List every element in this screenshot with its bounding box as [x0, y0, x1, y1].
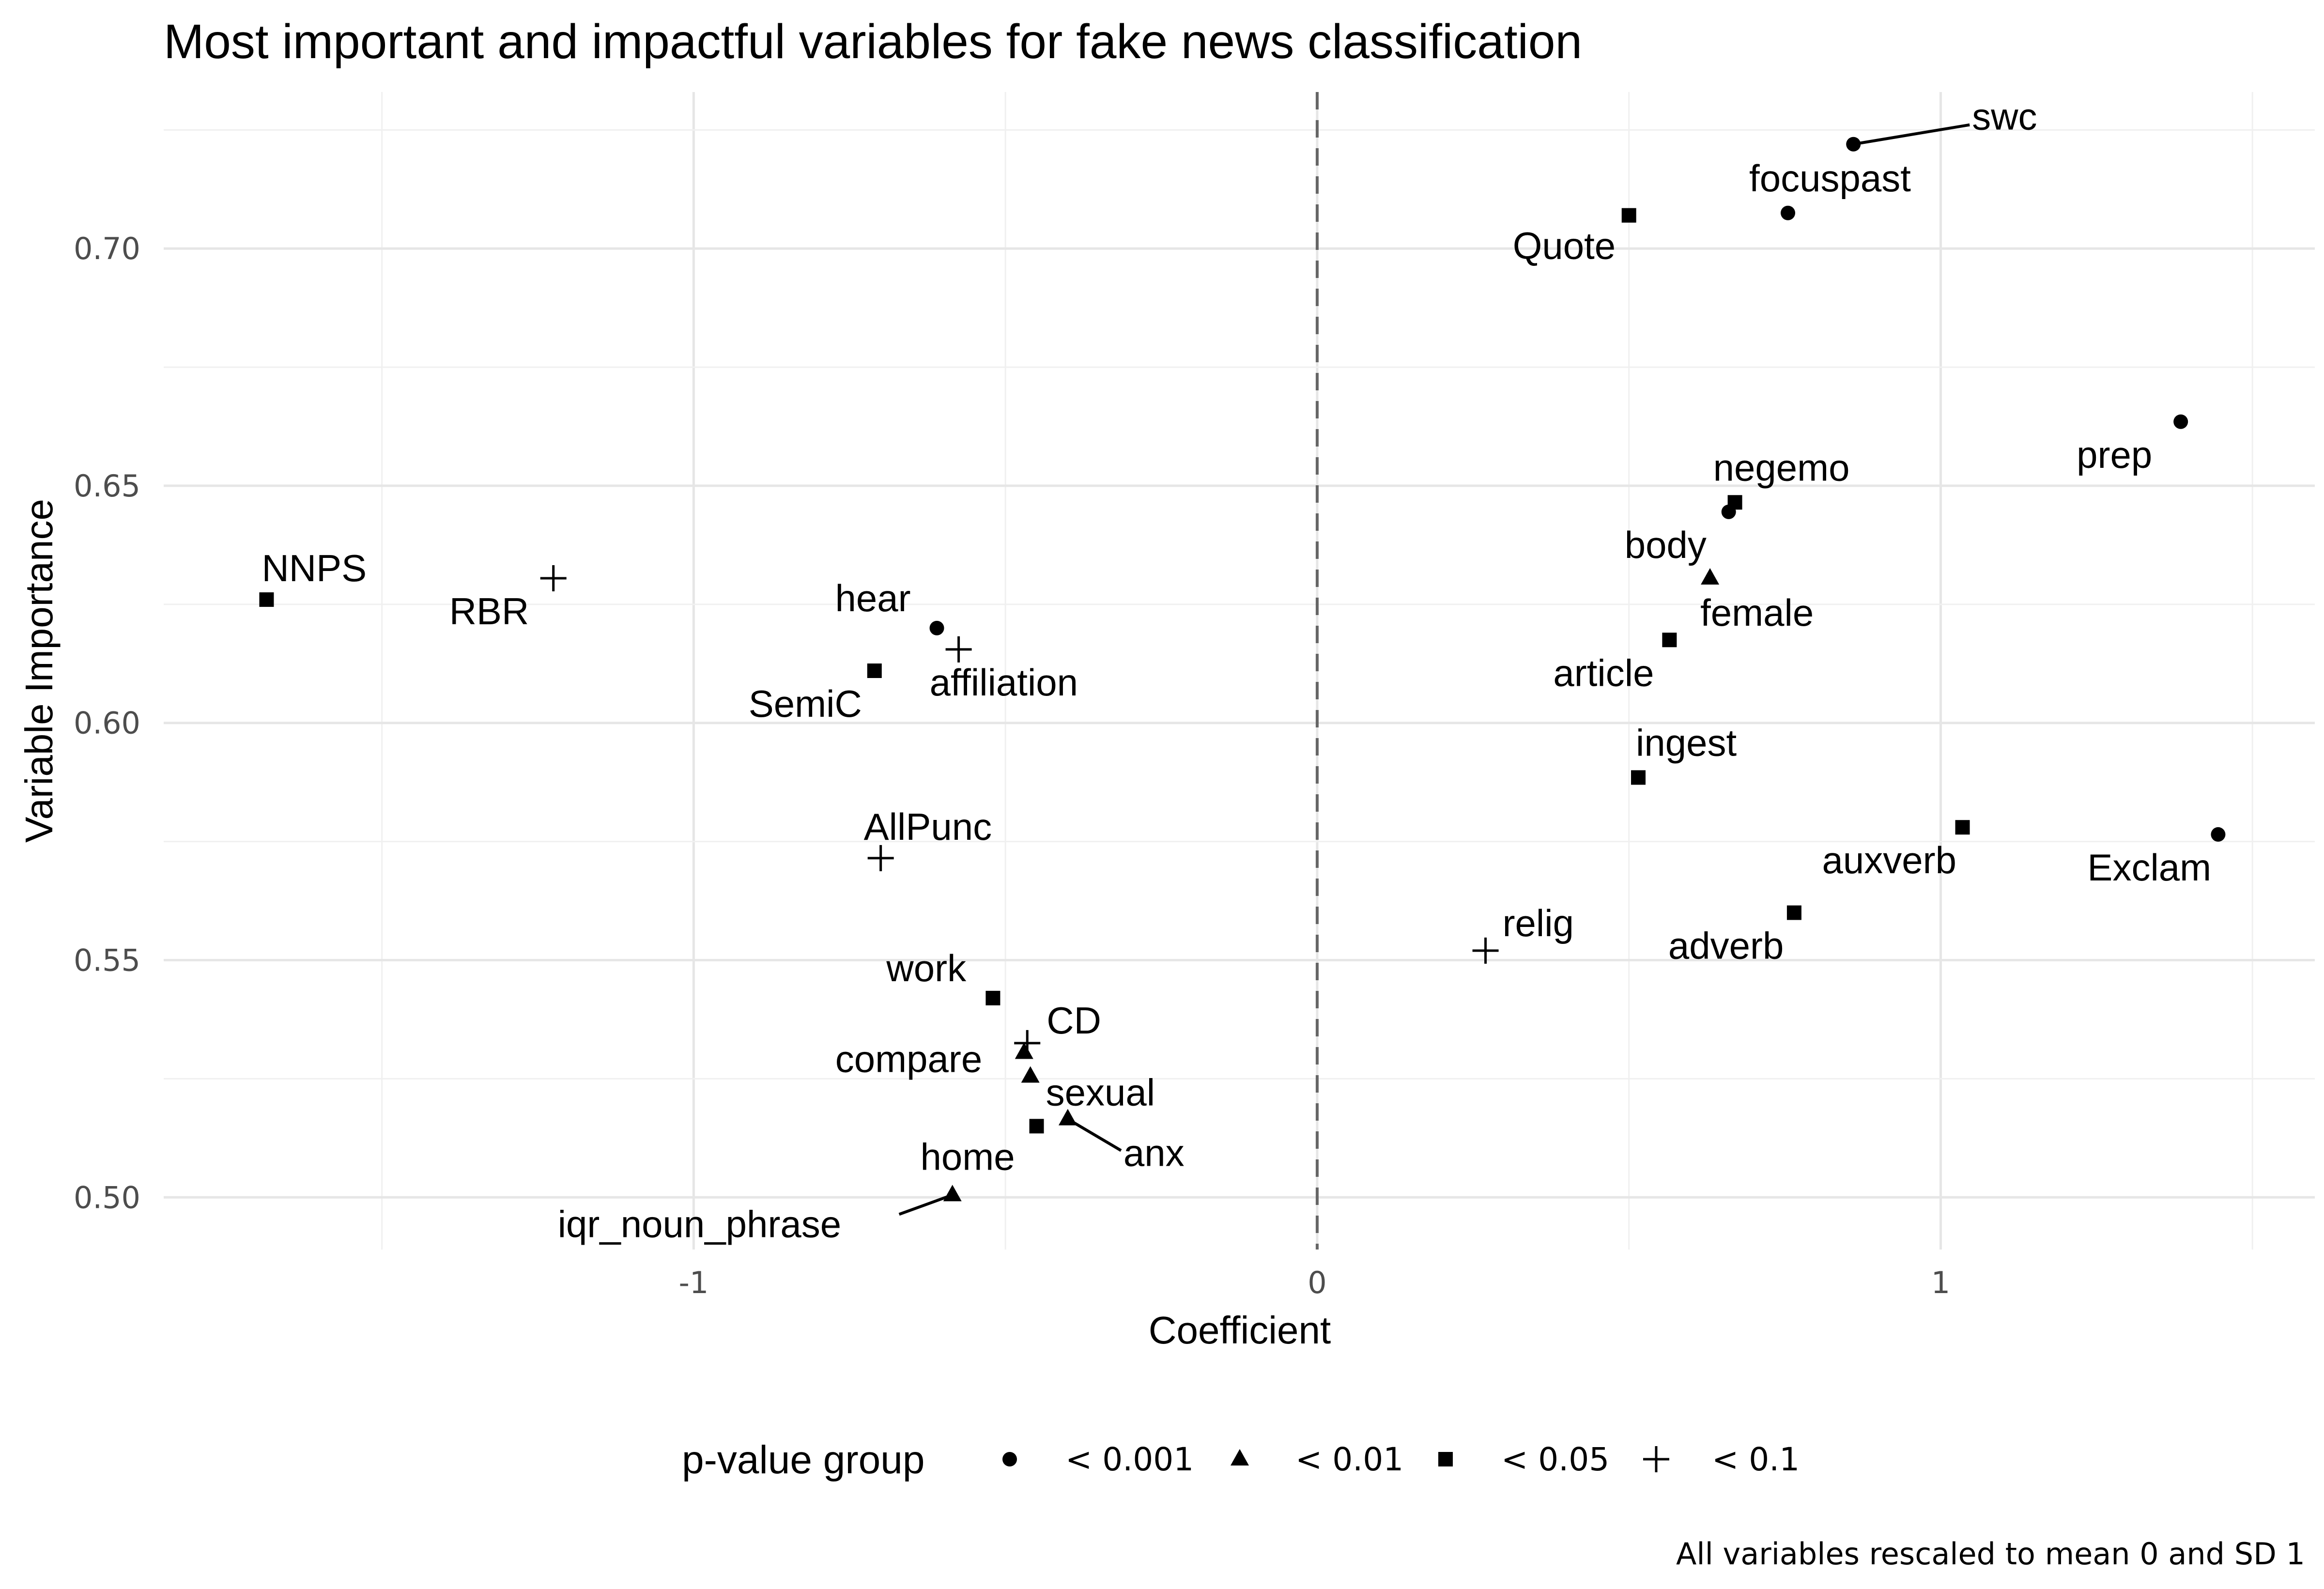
- legend-key-square: [1438, 1452, 1453, 1466]
- y-tick-label: 0.60: [74, 706, 140, 741]
- data-point: [945, 636, 972, 663]
- point-label: AllPunc: [864, 805, 992, 848]
- legend-key-triangle: [1231, 1449, 1249, 1466]
- data-point: [1631, 770, 1646, 785]
- point-label: hear: [835, 577, 911, 619]
- data-point: [1472, 937, 1499, 964]
- legend-label: < 0.05: [1501, 1441, 1609, 1478]
- data-point: [1662, 633, 1677, 648]
- x-tick-label: 1: [1931, 1265, 1950, 1300]
- x-tick-label: 0: [1308, 1265, 1326, 1300]
- point-label: affiliation: [930, 661, 1078, 704]
- data-point: [1781, 205, 1796, 220]
- point-label: body: [1625, 524, 1707, 566]
- x-tick-label: -1: [678, 1265, 708, 1300]
- y-axis-ticks: 0.50 0.55 0.60 0.65 0.70: [74, 231, 140, 1215]
- data-point: [1058, 1109, 1077, 1126]
- legend-key-plus: [1643, 1446, 1669, 1472]
- data-point: [1015, 1042, 1033, 1059]
- legend-key-circle: [1002, 1452, 1017, 1466]
- data-point: [259, 592, 274, 607]
- data-point: [1846, 137, 1861, 152]
- data-point: [540, 565, 567, 591]
- point-label: relig: [1503, 902, 1574, 944]
- data-point: [1786, 905, 1801, 920]
- data-point: [1721, 504, 1736, 519]
- point-label: home: [921, 1135, 1015, 1178]
- label-leader-lines: [898, 123, 1970, 1216]
- point-label: female: [1700, 591, 1814, 634]
- legend-label: < 0.001: [1065, 1441, 1194, 1478]
- data-point: [1621, 208, 1636, 223]
- chart-title: Most important and impactful variables f…: [164, 15, 1582, 69]
- point-label: Quote: [1513, 225, 1616, 267]
- data-point: [1021, 1066, 1040, 1083]
- data-point: [1029, 1119, 1044, 1134]
- x-axis-ticks: -1 0 1: [678, 1265, 1950, 1300]
- point-label: NNPS: [262, 547, 367, 589]
- legend: p-value group < 0.001 < 0.01 < 0.05 < 0.1: [682, 1438, 1800, 1482]
- point-label: auxverb: [1822, 839, 1957, 881]
- point-label: Exclam: [2087, 846, 2211, 889]
- point-label: RBR: [449, 590, 529, 633]
- point-label: anx: [1124, 1132, 1185, 1174]
- point-label: prep: [2077, 433, 2152, 476]
- data-point: [929, 620, 944, 635]
- data-point: [943, 1185, 962, 1202]
- point-label: ingest: [1636, 721, 1737, 764]
- y-tick-label: 0.50: [74, 1180, 140, 1215]
- y-tick-label: 0.55: [74, 943, 140, 978]
- point-label: work: [886, 947, 967, 989]
- point-label: CD: [1047, 999, 1101, 1042]
- point-label: SemiC: [749, 682, 862, 725]
- data-point: [2211, 827, 2226, 842]
- leader-line: [1853, 123, 1970, 146]
- data-point: [867, 845, 894, 871]
- point-label: article: [1553, 651, 1654, 694]
- legend-label: < 0.01: [1295, 1441, 1403, 1478]
- data-point: [867, 663, 882, 678]
- legend-label: < 0.1: [1712, 1441, 1800, 1478]
- point-label: swc: [1972, 95, 2037, 138]
- grid: [164, 92, 2315, 1250]
- point-label: iqr_noun_phrase: [558, 1203, 841, 1245]
- x-axis-title: Coefficient: [1149, 1309, 1331, 1352]
- point-label: compare: [835, 1038, 982, 1080]
- leader-line: [898, 1193, 953, 1216]
- point-label: negemo: [1713, 446, 1850, 489]
- leader-line: [1067, 1118, 1122, 1152]
- point-label: sexual: [1046, 1071, 1155, 1113]
- data-point: [2173, 414, 2188, 429]
- y-tick-label: 0.70: [74, 231, 140, 266]
- data-point: [985, 990, 1000, 1005]
- chart-caption: All variables rescaled to mean 0 and SD …: [1676, 1536, 2305, 1572]
- data-point: [1955, 820, 1970, 835]
- y-axis-title: Variable Importance: [17, 499, 61, 843]
- data-point: [1701, 568, 1720, 585]
- y-tick-label: 0.65: [74, 468, 140, 504]
- legend-title: p-value group: [682, 1438, 924, 1482]
- point-label: adverb: [1668, 925, 1784, 967]
- point-label: focuspast: [1749, 157, 1911, 200]
- data-points: [259, 137, 2226, 1202]
